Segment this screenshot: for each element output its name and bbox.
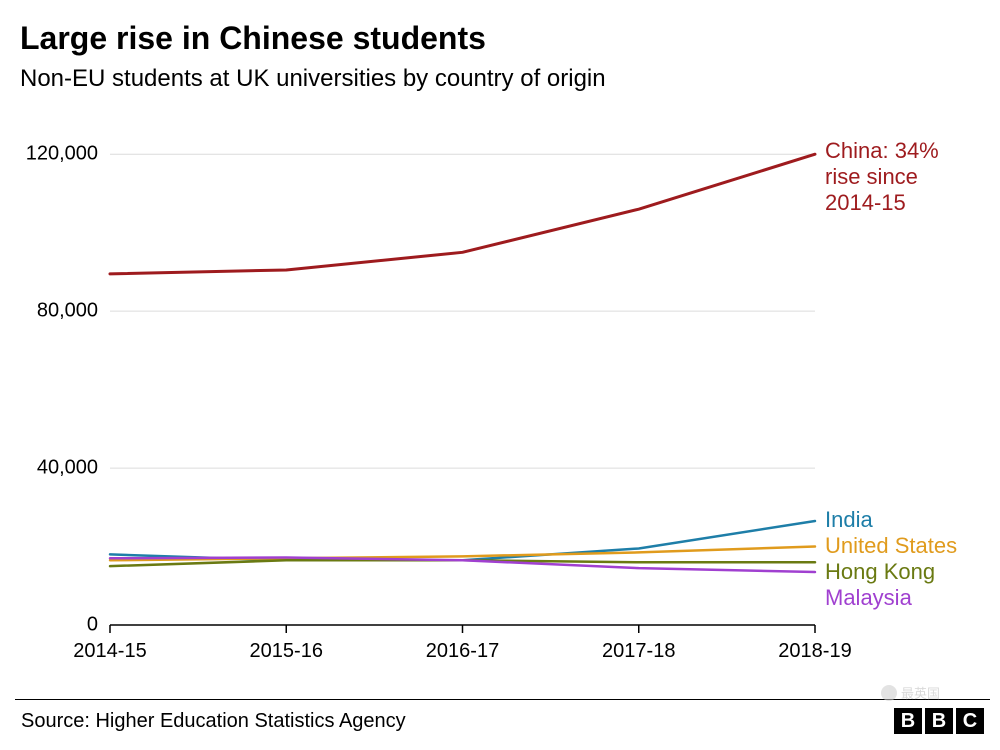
chart-container: Large rise in Chinese students Non-EU st… [0, 0, 1000, 750]
watermark: 最英国 [881, 683, 940, 702]
bbc-b1: B [894, 708, 922, 734]
svg-text:China: 34%: China: 34% [825, 138, 939, 163]
bbc-logo: B B C [894, 708, 984, 734]
svg-text:rise since: rise since [825, 164, 918, 189]
svg-text:Malaysia: Malaysia [825, 585, 913, 610]
svg-text:120,000: 120,000 [26, 143, 98, 165]
svg-text:United States: United States [825, 533, 957, 558]
chart-subtitle: Non-EU students at UK universities by co… [15, 65, 990, 93]
svg-text:2017-18: 2017-18 [602, 640, 675, 662]
chart-plot: 0 40,000 80,000 120,000 2014-15 2015-16 2016-1… [15, 105, 990, 699]
chart-title: Large rise in Chinese students [15, 20, 990, 57]
svg-text:2018-19: 2018-19 [778, 640, 851, 662]
svg-text:80,000: 80,000 [37, 299, 98, 321]
bbc-c: C [956, 708, 984, 734]
svg-text:Hong Kong: Hong Kong [825, 559, 935, 584]
source-text: Source: Higher Education Statistics Agen… [21, 710, 406, 733]
svg-text:2014-15: 2014-15 [73, 640, 146, 662]
line-chart-svg: 0 40,000 80,000 120,000 2014-15 2015-16 2016-1… [15, 105, 985, 675]
svg-text:2014-15: 2014-15 [825, 190, 906, 215]
svg-text:0: 0 [87, 613, 98, 635]
footer: Source: Higher Education Statistics Agen… [15, 699, 990, 740]
bbc-b2: B [925, 708, 953, 734]
svg-text:India: India [825, 507, 873, 532]
svg-text:40,000: 40,000 [37, 456, 98, 478]
svg-text:2016-17: 2016-17 [426, 640, 499, 662]
watermark-text: 最英国 [901, 683, 940, 702]
svg-text:2015-16: 2015-16 [250, 640, 323, 662]
watermark-icon [881, 685, 897, 701]
